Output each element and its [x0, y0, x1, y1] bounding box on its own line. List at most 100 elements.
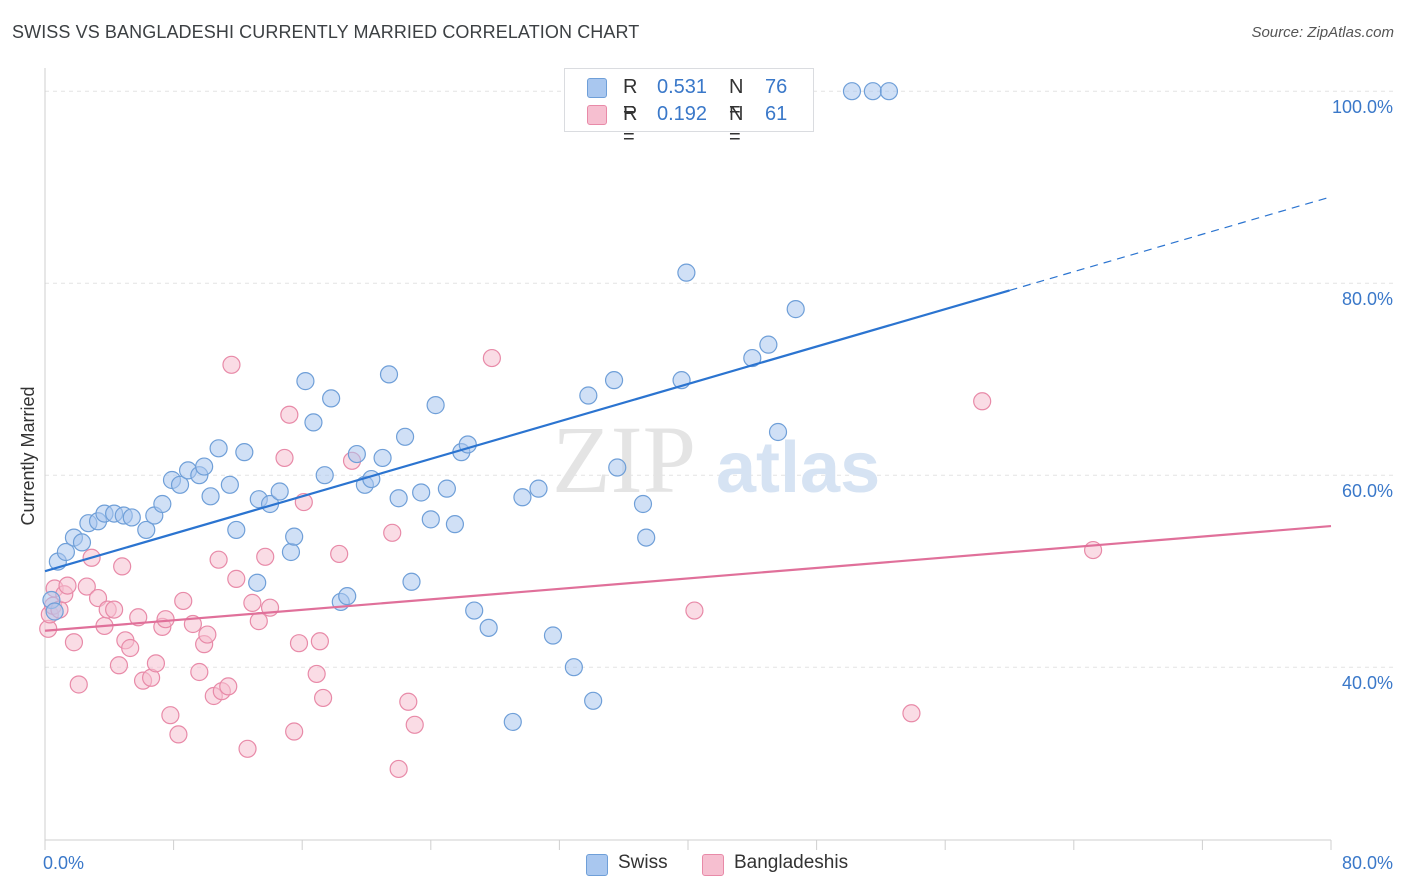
- data-point: [156, 610, 175, 629]
- data-point: [421, 510, 440, 529]
- watermark-atlas: atlas: [716, 428, 880, 508]
- r-value: 0.531: [657, 76, 708, 98]
- data-point: [77, 577, 96, 596]
- data-point: [347, 444, 366, 464]
- r-label: R =: [623, 76, 638, 121]
- data-point: [412, 483, 431, 502]
- y-tick-label: 40.0%: [1342, 673, 1393, 693]
- data-point: [389, 759, 408, 779]
- data-point: [338, 587, 357, 606]
- data-point: [482, 348, 501, 368]
- data-point: [56, 542, 75, 562]
- swiss-trend-line: [44, 289, 1010, 573]
- data-point: [330, 544, 349, 564]
- data-point: [564, 658, 583, 677]
- data-point: [109, 656, 129, 675]
- y-tick-label: 100.0%: [1332, 97, 1393, 117]
- swiss-points: [42, 82, 899, 732]
- swiss-swatch: [587, 78, 607, 98]
- data-point: [579, 386, 598, 405]
- data-point: [220, 475, 239, 494]
- data-point: [249, 612, 268, 631]
- data-point: [389, 489, 408, 508]
- bangladeshis-legend-label: Bangladeshis: [734, 852, 849, 873]
- data-point: [637, 528, 656, 547]
- bangladeshis-swatch: [587, 105, 607, 125]
- data-point: [768, 422, 788, 442]
- data-point: [169, 725, 188, 744]
- data-point: [58, 576, 77, 595]
- data-point: [503, 712, 522, 732]
- data-point: [243, 593, 262, 612]
- swiss-trend-line-extension: [1009, 196, 1332, 291]
- grid-lines: [45, 90, 1393, 668]
- data-point: [307, 664, 326, 684]
- data-point: [373, 448, 392, 468]
- data-point: [146, 654, 166, 673]
- x-tick-label-min: 0.0%: [43, 853, 84, 873]
- data-point: [405, 715, 424, 734]
- n-value: 76: [765, 76, 788, 98]
- data-point: [238, 739, 257, 758]
- data-point: [513, 488, 532, 507]
- stats-legend: R = 0.531 N = 76 R = 0.192 N = 61: [564, 68, 814, 148]
- data-point: [209, 439, 228, 458]
- data-point: [281, 542, 301, 562]
- data-point: [105, 600, 124, 619]
- data-point: [395, 427, 415, 446]
- swiss-legend-label: Swiss: [618, 852, 668, 873]
- data-point: [973, 392, 992, 411]
- data-point: [113, 557, 132, 576]
- data-point: [256, 547, 275, 566]
- data-point: [902, 704, 921, 723]
- r-value: 0.192: [657, 103, 708, 125]
- data-point: [465, 601, 484, 620]
- data-point: [296, 372, 315, 391]
- y-tick-labels: 40.0% 60.0% 80.0% 100.0%: [1332, 97, 1393, 693]
- data-point: [786, 300, 805, 319]
- data-point: [842, 82, 862, 101]
- data-point: [248, 573, 267, 592]
- data-point: [399, 692, 418, 711]
- data-point: [285, 527, 304, 546]
- data-point: [379, 365, 399, 384]
- n-label: N =: [729, 103, 744, 148]
- data-point: [743, 348, 762, 368]
- data-point: [677, 263, 696, 282]
- source-label: Source: ZipAtlas.com: [1251, 24, 1394, 41]
- data-point: [437, 479, 456, 498]
- data-point: [322, 389, 341, 408]
- data-point: [529, 479, 548, 498]
- y-axis-label: Currently Married: [18, 386, 38, 525]
- data-point: [121, 638, 140, 658]
- data-point: [402, 572, 421, 591]
- data-point: [383, 523, 402, 542]
- data-point: [170, 475, 190, 494]
- data-point: [45, 602, 64, 621]
- data-point: [608, 458, 627, 477]
- data-point: [313, 688, 333, 708]
- data-point: [219, 677, 238, 696]
- r-label: R =: [623, 103, 638, 148]
- data-point: [275, 448, 294, 468]
- y-tick-label: 80.0%: [1342, 289, 1393, 309]
- data-point: [227, 520, 246, 540]
- data-point: [426, 396, 445, 415]
- n-label: N =: [729, 76, 744, 121]
- data-point: [235, 443, 254, 462]
- data-point: [280, 405, 299, 424]
- data-point: [137, 520, 156, 540]
- data-point: [195, 457, 214, 476]
- data-point: [584, 691, 603, 710]
- data-point: [633, 494, 653, 514]
- data-point: [310, 632, 329, 651]
- data-point: [445, 515, 465, 534]
- data-point: [69, 675, 88, 694]
- data-point: [174, 591, 193, 611]
- data-point: [122, 508, 141, 527]
- trend-lines: [44, 196, 1332, 632]
- data-point: [201, 487, 220, 506]
- x-tick-label-max: 80.0%: [1342, 853, 1393, 873]
- data-point: [190, 662, 209, 682]
